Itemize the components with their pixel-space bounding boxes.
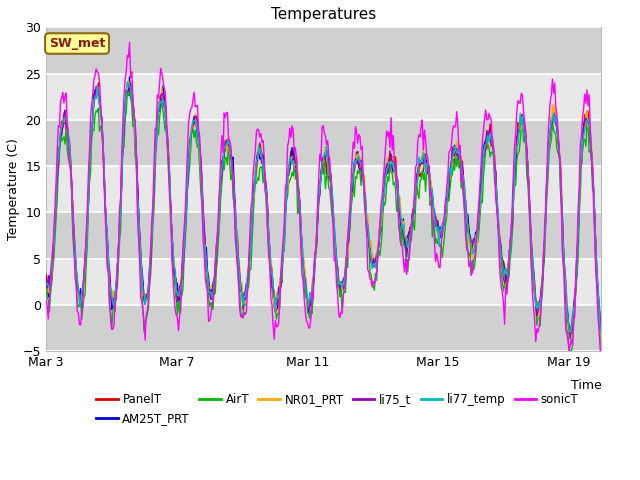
Bar [46, 27, 602, 73]
Text: Time: Time [571, 379, 602, 392]
Bar [46, 305, 602, 351]
Title: Temperatures: Temperatures [271, 7, 376, 22]
Y-axis label: Temperature (C): Temperature (C) [7, 138, 20, 240]
Bar [46, 213, 602, 259]
Bar [46, 120, 602, 166]
Legend: PanelT, AM25T_PRT, AirT, NR01_PRT, li75_t, li77_temp, sonicT: PanelT, AM25T_PRT, AirT, NR01_PRT, li75_… [97, 393, 579, 425]
Text: SW_met: SW_met [49, 37, 105, 50]
